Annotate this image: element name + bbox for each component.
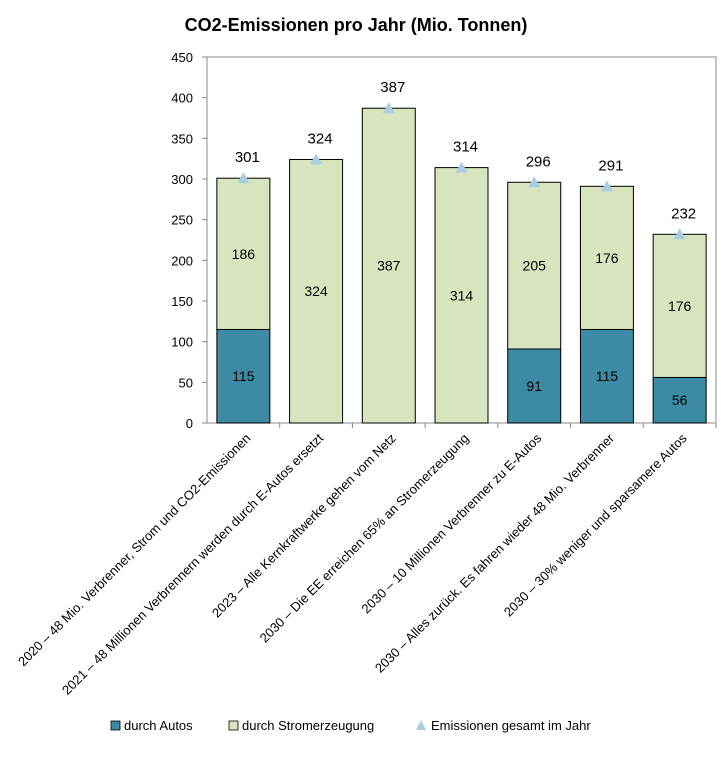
- bar-segment-autos: [216, 328, 271, 424]
- data-label-autos: 115: [232, 368, 255, 384]
- total-marker: [528, 176, 541, 188]
- y-tick-label: 50: [179, 375, 193, 390]
- bar-segment-strom: [507, 181, 562, 350]
- data-label-strom: 387: [377, 258, 401, 274]
- data-label-strom: 176: [595, 250, 619, 266]
- bar-segment-strom: [434, 167, 489, 424]
- y-tick-label: 150: [171, 294, 193, 309]
- data-label-total: 301: [235, 149, 260, 166]
- legend-swatch: [110, 720, 121, 731]
- bar-segment-strom: [216, 177, 271, 330]
- legend-label: durch Stromerzeugung: [242, 718, 374, 733]
- data-label-total: 314: [453, 139, 478, 156]
- y-tick-label: 250: [171, 213, 193, 228]
- data-label-autos: 91: [526, 378, 542, 394]
- data-label-total: 291: [598, 157, 623, 174]
- total-marker: [310, 153, 323, 165]
- data-label-strom: 205: [523, 258, 547, 274]
- data-label-total: 387: [380, 79, 405, 96]
- bar-segment-strom: [361, 107, 416, 424]
- x-tick-label: 2021 – 48 Millionen Verbrennern werden d…: [59, 430, 326, 697]
- bar-segment-autos: [507, 348, 562, 424]
- data-label-autos: 115: [596, 368, 619, 384]
- data-label-autos: 56: [672, 392, 688, 408]
- data-label-strom: 324: [304, 283, 328, 299]
- data-label-strom: 176: [668, 298, 692, 314]
- bar-segment-autos: [652, 376, 707, 424]
- plot-area: 0 50 100 150 200 250 300 350 400 450 115 186 301 2020…: [15, 50, 717, 698]
- data-label-strom: 314: [450, 287, 474, 303]
- bar-segment-strom: [652, 233, 707, 378]
- y-tick-label: 400: [171, 91, 193, 106]
- data-label-total: 296: [526, 153, 551, 170]
- y-tick-label: 0: [186, 416, 193, 431]
- data-label-strom: 186: [232, 246, 256, 262]
- y-tick-label: 100: [171, 335, 193, 350]
- legend-marker: [416, 720, 426, 730]
- legend-label: Emissionen gesamt im Jahr: [431, 718, 591, 733]
- legend: durch Autos durch Stromerzeugung Emissione…: [110, 718, 591, 733]
- chart-title: CO2-Emissionen pro Jahr (Mio. Tonnen): [185, 15, 528, 35]
- bar-segment-autos: [579, 328, 634, 424]
- y-tick-label: 300: [171, 172, 193, 187]
- x-tick-label: 2020 – 48 Mio. Verbrenner, Strom und CO2…: [15, 431, 254, 670]
- legend-swatch: [228, 720, 239, 731]
- total-marker: [600, 180, 613, 192]
- bar-segment-strom: [579, 185, 634, 330]
- x-tick-label: 2030 – Alles zurück. Es fahren wieder 48…: [372, 430, 618, 676]
- data-label-total: 324: [308, 130, 333, 147]
- y-tick-label: 350: [171, 131, 193, 146]
- total-marker: [455, 161, 468, 173]
- data-label-total: 232: [671, 205, 696, 222]
- total-marker: [237, 172, 250, 184]
- y-tick-label: 200: [171, 253, 193, 268]
- legend-label: durch Autos: [124, 718, 193, 733]
- total-marker: [382, 102, 395, 114]
- bar-segment-strom: [289, 158, 344, 424]
- y-tick-label: 450: [171, 50, 193, 65]
- total-marker: [673, 228, 686, 240]
